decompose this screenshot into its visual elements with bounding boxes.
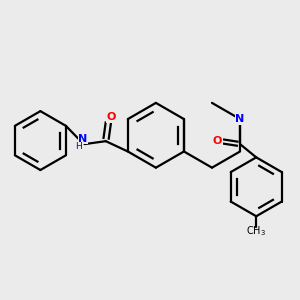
Text: CH$_3$: CH$_3$: [246, 225, 266, 238]
Text: N: N: [79, 134, 88, 144]
Text: N: N: [236, 114, 245, 124]
Text: O: O: [213, 136, 222, 146]
Text: O: O: [106, 112, 116, 122]
Text: H: H: [75, 142, 82, 151]
